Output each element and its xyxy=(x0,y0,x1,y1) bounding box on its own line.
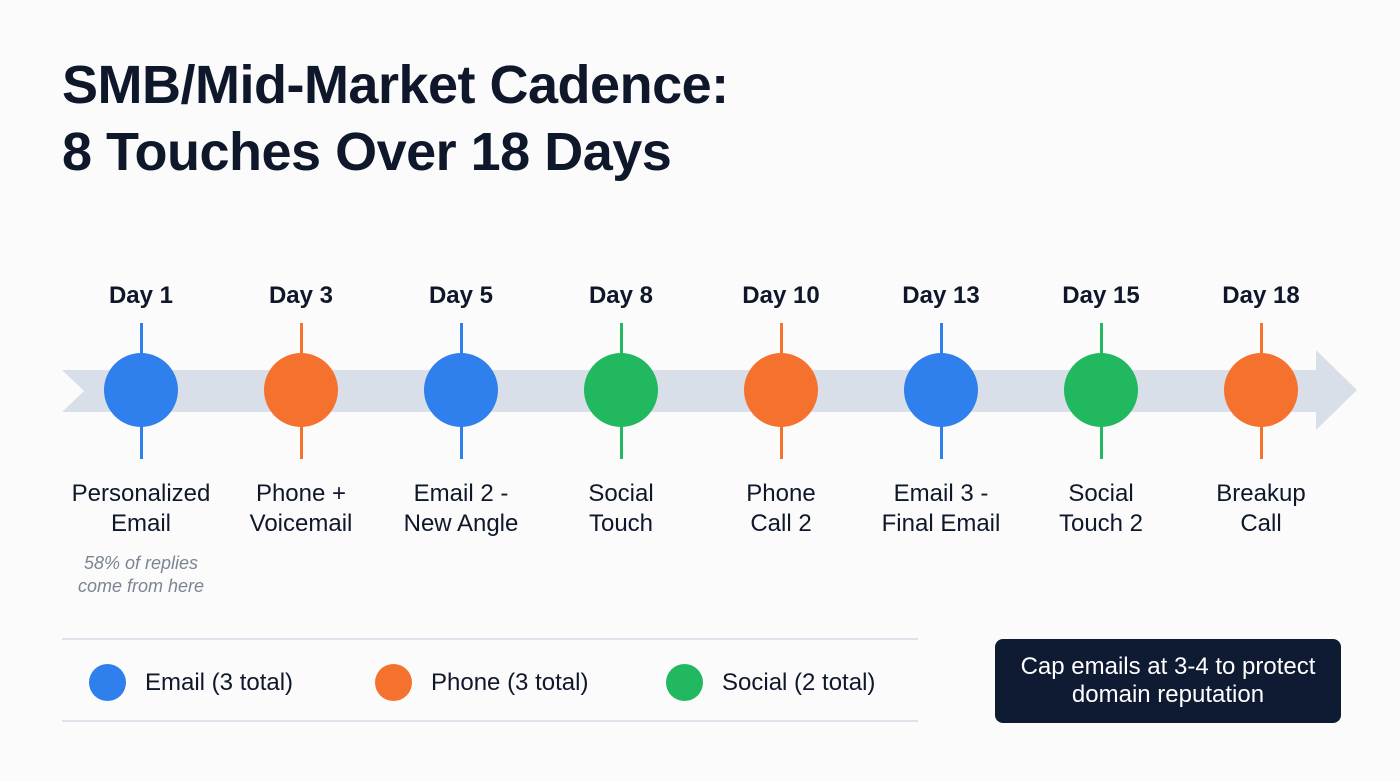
touch-label-line-2: Call 2 xyxy=(750,510,812,537)
social-touch-dot xyxy=(584,353,658,427)
legend-divider-bottom xyxy=(62,720,918,722)
phone-touch-dot xyxy=(744,353,818,427)
legend-email-dot xyxy=(89,664,126,701)
timeline-touch: Day 15 Social Touch 2 xyxy=(1021,0,1181,600)
touch-label-line-2: Voicemail xyxy=(249,510,353,537)
day-label: Day 10 xyxy=(742,282,820,309)
day-label: Day 8 xyxy=(588,282,654,309)
touch-label-line-1: Phone xyxy=(746,480,816,507)
touch-label-line-1: Social xyxy=(1068,480,1134,507)
phone-touch-dot xyxy=(264,353,338,427)
touch-note-line-2: come from here xyxy=(77,576,205,596)
legend-item-social: Social (2 total) xyxy=(666,664,875,701)
title-line-1: SMB/Mid-Market Cadence: xyxy=(62,55,729,115)
title-line-2: 8 Touches Over 18 Days xyxy=(62,122,672,182)
timeline-touch: Day 10 Phone Call 2 xyxy=(701,0,861,600)
timeline-touch: Day 18 Breakup Call xyxy=(1181,0,1341,600)
timeline-touch: Day 3 Phone + Voicemail xyxy=(221,0,381,600)
page-title: SMB/Mid-Market Cadence: 8 Touches Over 1… xyxy=(62,52,729,186)
touch-label: Phone + Voicemail xyxy=(221,479,381,539)
touch-label-line-1: Personalized xyxy=(71,480,211,507)
touch-label-line-2: Touch xyxy=(588,510,654,537)
touch-label-line-2: Call xyxy=(1240,510,1282,537)
legend-label: Phone (3 total) xyxy=(431,668,589,696)
day-label: Day 13 xyxy=(902,282,980,309)
timeline-touch: Day 1 Personalized Email 58% of replies come… xyxy=(61,0,221,600)
phone-touch-dot xyxy=(1224,353,1298,427)
legend-label: Email (3 total) xyxy=(145,668,294,696)
touch-label-line-1: Phone + xyxy=(255,480,347,507)
touch-label-line-2: Final Email xyxy=(881,510,1001,537)
touch-label: Phone Call 2 xyxy=(701,479,861,539)
day-label: Day 3 xyxy=(268,282,334,309)
touch-label-line-1: Breakup xyxy=(1216,480,1306,507)
day-label: Day 18 xyxy=(1222,282,1300,309)
email-touch-dot xyxy=(904,353,978,427)
email-touch-dot xyxy=(424,353,498,427)
touch-label-line-1: Email 3 - xyxy=(893,480,989,507)
legend-item-email: Email (3 total) xyxy=(89,664,293,701)
legend-label: Social (2 total) xyxy=(722,668,876,696)
day-label: Day 15 xyxy=(1062,282,1140,309)
callout-box: Cap emails at 3-4 to protect domain repu… xyxy=(995,639,1341,723)
touch-note-line-1: 58% of replies xyxy=(83,553,199,573)
touch-label: Social Touch 2 xyxy=(1021,479,1181,539)
callout-line-2: domain reputation xyxy=(1071,681,1265,708)
social-touch-dot xyxy=(1064,353,1138,427)
touch-label-line-2: New Angle xyxy=(403,510,519,537)
email-touch-dot xyxy=(104,353,178,427)
timeline-arrow-shape xyxy=(62,350,1357,430)
timeline-touch: Day 5 Email 2 - New Angle xyxy=(381,0,541,600)
touch-label: Email 2 - New Angle xyxy=(381,479,541,539)
day-label: Day 5 xyxy=(428,282,494,309)
touch-label: Social Touch xyxy=(541,479,701,539)
timeline-touch: Day 13 Email 3 - Final Email xyxy=(861,0,1021,600)
touch-label-line-1: Social xyxy=(588,480,654,507)
touch-label: Email 3 - Final Email xyxy=(861,479,1021,539)
touch-label: Personalized Email xyxy=(61,479,221,539)
touch-label: Breakup Call xyxy=(1181,479,1341,539)
legend-phone-dot xyxy=(375,664,412,701)
legend-social-dot xyxy=(666,664,703,701)
touch-label-line-1: Email 2 - xyxy=(413,480,509,507)
day-label: Day 1 xyxy=(108,282,174,309)
legend-divider-top xyxy=(62,638,918,640)
touch-label-line-2: Touch 2 xyxy=(1058,510,1144,537)
timeline-touch: Day 8 Social Touch xyxy=(541,0,701,600)
callout-line-1: Cap emails at 3-4 to protect xyxy=(1020,653,1316,680)
touch-label-line-2: Email xyxy=(110,510,171,537)
touch-note: 58% of replies come from here xyxy=(61,552,221,598)
legend-item-phone: Phone (3 total) xyxy=(375,664,588,701)
